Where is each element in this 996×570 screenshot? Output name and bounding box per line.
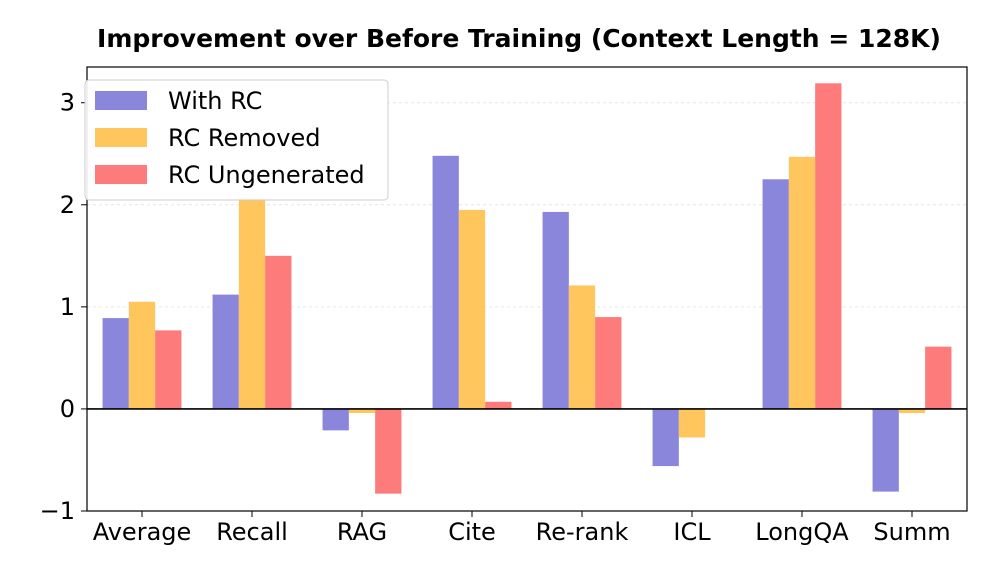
x-tick-label: Average	[93, 518, 192, 546]
bar-average-rc-removed	[128, 301, 156, 409]
x-tick-label: Recall	[216, 518, 288, 546]
chart-title: Improvement over Before Training (Contex…	[97, 24, 941, 53]
bar-cite-with-rc	[432, 155, 459, 409]
bar-recall-with-rc	[212, 294, 239, 409]
bar-average-rc-ungenerated	[155, 330, 182, 409]
y-tick-label: 0	[60, 395, 75, 423]
y-tick-label: 3	[60, 89, 75, 117]
bar-longqa-rc-ungenerated	[815, 83, 842, 409]
bar-re-rank-rc-ungenerated	[595, 317, 622, 409]
x-tick-label: Cite	[448, 518, 496, 546]
bars-layer	[102, 83, 952, 494]
y-tick-label: −1	[40, 497, 75, 525]
legend-label: RC Ungenerated	[168, 161, 365, 189]
bar-cite-rc-removed	[458, 209, 486, 409]
bar-re-rank-with-rc	[542, 211, 569, 409]
x-tick-label: Re-rank	[536, 518, 629, 546]
legend-swatch-rc-removed	[95, 128, 147, 147]
bar-average-with-rc	[102, 318, 129, 409]
x-axis: Average Recall RAG Cite Re-rank ICL LongQA Summ	[93, 511, 951, 546]
bar-summ-with-rc	[872, 408, 899, 492]
legend-box	[84, 79, 389, 201]
y-axis: −1 0 1 2 3	[40, 89, 87, 525]
bar-icl-rc-removed	[678, 408, 706, 438]
y-tick-label: 1	[60, 293, 75, 321]
bar-icl-with-rc	[652, 408, 679, 467]
bar-rag-with-rc	[322, 408, 349, 431]
bar-longqa-with-rc	[762, 179, 789, 409]
x-tick-label: LongQA	[755, 518, 849, 546]
legend: With RC RC Removed RC Ungenerated	[84, 79, 389, 201]
plot-frame	[86, 66, 968, 512]
x-tick-label: Summ	[873, 518, 950, 546]
bar-rag-rc-removed	[348, 408, 376, 414]
x-tick-label: ICL	[673, 518, 711, 546]
bar-re-rank-rc-removed	[568, 285, 596, 409]
y-tick-label: 2	[60, 191, 75, 219]
bar-recall-rc-ungenerated	[265, 255, 292, 409]
legend-label: With RC	[168, 87, 262, 115]
bar-rag-rc-ungenerated	[375, 408, 402, 494]
x-tick-label: RAG	[337, 518, 387, 546]
legend-label: RC Removed	[168, 124, 321, 152]
bar-cite-rc-ungenerated	[485, 401, 512, 409]
bar-summ-rc-removed	[898, 408, 926, 414]
bar-longqa-rc-removed	[788, 156, 816, 409]
bar-recall-rc-removed	[238, 197, 266, 409]
legend-swatch-with-rc	[95, 91, 147, 110]
legend-swatch-rc-ungenerated	[95, 165, 147, 184]
bar-summ-rc-ungenerated	[925, 346, 952, 409]
